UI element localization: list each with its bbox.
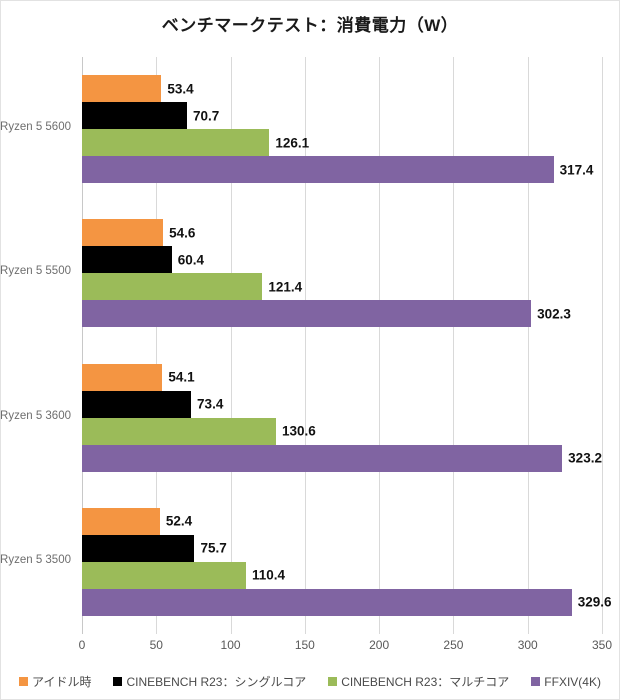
bar[interactable]: [82, 273, 263, 301]
gridline: [230, 57, 232, 634]
legend-label: アイドル時: [32, 675, 92, 689]
chart-legend: アイドル時 CINEBENCH R23：シングルコア CINEBENCH R23：マ…: [1, 673, 619, 690]
bar-value-label: 60.4: [177, 252, 205, 268]
bar-value-label: 121.4: [268, 279, 303, 295]
bar[interactable]: [82, 129, 270, 157]
bar-row: 121.4: [82, 273, 602, 301]
x-tick-label: 150: [294, 638, 315, 652]
legend-item[interactable]: FFXIV(4K): [531, 675, 601, 689]
bar-row: 130.6: [82, 417, 602, 445]
bar-row: 317.4: [82, 156, 602, 184]
bar-row: 54.6: [82, 219, 602, 247]
x-axis-tick-labels: 0 50 100 150 200 250 300 350: [78, 638, 612, 658]
bar[interactable]: [82, 507, 160, 535]
bar-row: 52.4: [82, 507, 602, 535]
bar-group: 54.1 73.4 130.6 323.2: [82, 363, 602, 472]
bar-value-label: 302.3: [537, 306, 571, 322]
x-tick-label: 300: [517, 638, 538, 652]
gridline: [602, 57, 603, 634]
bar-value-label: 73.4: [197, 396, 224, 412]
bar[interactable]: [82, 417, 277, 445]
gridline: [527, 57, 529, 634]
legend-label: FFXIV(4K): [544, 674, 601, 689]
legend-swatch-icon: [113, 677, 123, 686]
legend-item[interactable]: CINEBENCH R23：マルチコア: [328, 673, 509, 690]
bar[interactable]: [82, 75, 162, 103]
x-tick-label: 100: [220, 638, 241, 652]
bar-row: 126.1: [82, 129, 602, 157]
bar-row: 73.4: [82, 390, 602, 418]
bar-row: 323.2: [82, 444, 602, 472]
bar-group: 54.6 60.4 121.4 302.3: [82, 219, 602, 328]
axis-line-zero: [82, 57, 83, 634]
bar-value-label: 110.4: [252, 567, 286, 583]
bar[interactable]: [82, 588, 572, 616]
legend-item[interactable]: CINEBENCH R23：シングルコア: [113, 673, 306, 690]
bar-value-label: 126.1: [275, 135, 310, 151]
category-axis-labels: Ryzen 5 5600 Ryzen 5 5500 Ryzen 5 3600 Ryze…: [0, 57, 77, 634]
x-tick-label: 250: [443, 638, 464, 652]
x-tick-label: 0: [78, 638, 86, 652]
bar-value-label: 75.7: [200, 540, 227, 556]
bar-value-label: 70.7: [193, 108, 220, 124]
bar[interactable]: [82, 219, 164, 247]
bar[interactable]: [82, 363, 163, 391]
bar-value-label: 317.4: [559, 162, 594, 178]
gridline: [379, 57, 381, 634]
bar-value-label: 323.2: [568, 450, 602, 466]
legend-label: CINEBENCH R23：マルチコア: [341, 675, 510, 689]
plot-area: 53.4 70.7 126.1 317.4 54.6 60.4 121.4 302.3 54.1…: [82, 57, 611, 634]
bar[interactable]: [82, 444, 563, 472]
bar-value-label: 53.4: [167, 81, 194, 97]
bar-row: 70.7: [82, 102, 602, 130]
category-label: Ryzen 5 3500: [0, 553, 71, 566]
legend-swatch-icon: [19, 677, 29, 686]
gridline: [156, 57, 158, 634]
legend-label: CINEBENCH R23：シングルコア: [126, 675, 307, 689]
gridline: [304, 57, 306, 634]
bar[interactable]: [82, 300, 532, 328]
bar-row: 54.1: [82, 363, 602, 391]
bar-row: 53.4: [82, 75, 602, 103]
bar-value-label: 54.1: [168, 369, 195, 385]
gridline: [453, 57, 455, 634]
x-tick-label: 50: [149, 638, 163, 652]
category-label: Ryzen 5 5600: [0, 121, 71, 134]
bar-row: 110.4: [82, 561, 602, 589]
bar-row: 329.6: [82, 588, 611, 616]
bar-group: 52.4 75.7 110.4 329.6: [82, 507, 611, 616]
category-label: Ryzen 5 5500: [0, 265, 71, 278]
category-label: Ryzen 5 3600: [0, 409, 71, 422]
x-tick-label: 200: [369, 638, 390, 652]
legend-item[interactable]: アイドル時: [19, 673, 91, 690]
chart-title: ベンチマークテスト：消費電力（W）: [161, 16, 459, 35]
legend-swatch-icon: [531, 677, 541, 686]
bar-row: 75.7: [82, 534, 602, 562]
bar-row: 302.3: [82, 300, 602, 328]
bar[interactable]: [82, 534, 195, 562]
bar-value-label: 130.6: [282, 423, 316, 439]
bar[interactable]: [82, 156, 554, 184]
bar[interactable]: [82, 390, 192, 418]
bar[interactable]: [82, 102, 188, 130]
bar-row: 60.4: [82, 246, 602, 274]
bar-value-label: 52.4: [165, 513, 193, 529]
bar-group: 53.4 70.7 126.1 317.4: [82, 75, 602, 184]
legend-swatch-icon: [328, 677, 338, 686]
bar[interactable]: [82, 561, 247, 589]
bar[interactable]: [82, 246, 172, 274]
bar-value-label: 329.6: [577, 594, 612, 610]
bar-value-label: 54.6: [169, 225, 196, 241]
x-tick-label: 350: [591, 638, 613, 652]
